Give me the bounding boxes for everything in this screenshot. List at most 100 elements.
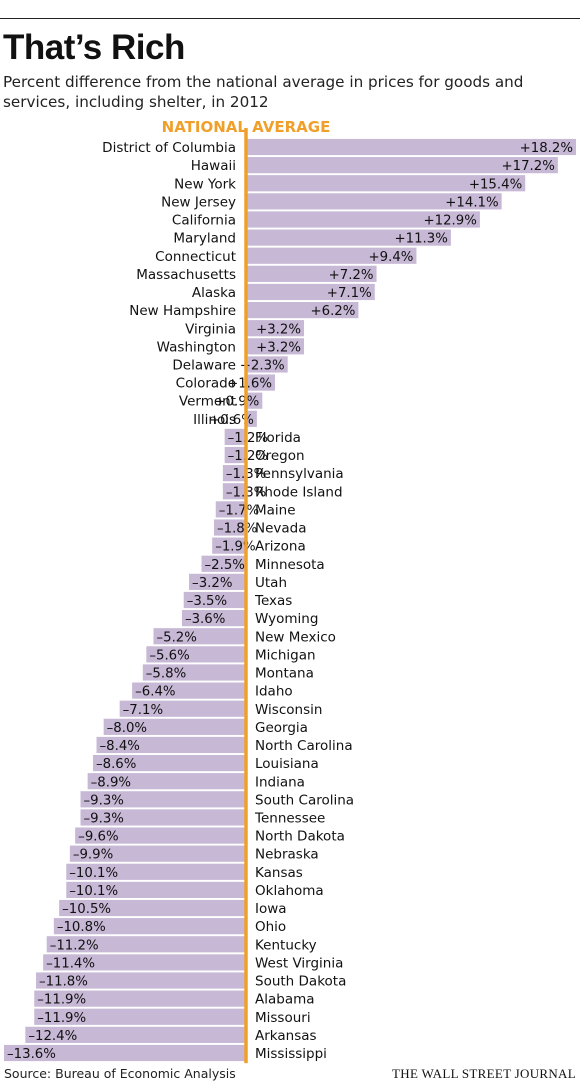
bar [246, 193, 502, 210]
value-label: –9.6% [78, 830, 118, 845]
state-label: Kentucky [255, 937, 317, 953]
bar [246, 138, 576, 156]
value-label: –1.8% [217, 522, 257, 537]
value-label: –13.6% [7, 1047, 56, 1062]
bar [246, 320, 305, 337]
bar [222, 465, 246, 482]
state-label: Minnesota [255, 557, 325, 573]
value-label: –2.5% [205, 558, 245, 573]
state-label: New York [174, 176, 236, 192]
value-label: +6.2% [310, 304, 355, 319]
value-label: –9.3% [84, 812, 124, 827]
bar [87, 773, 246, 790]
bar [222, 483, 246, 500]
bar [92, 754, 247, 772]
state-label: North Carolina [255, 738, 353, 754]
state-label: South Carolina [255, 792, 354, 808]
value-label: –3.5% [187, 594, 227, 609]
state-label: Idaho [255, 684, 293, 700]
state-label: West Virginia [255, 955, 343, 971]
state-label: Alabama [255, 992, 315, 1008]
state-label: Maryland [173, 231, 236, 247]
state-label: Missouri [255, 1010, 311, 1026]
state-label: New Mexico [255, 629, 336, 645]
value-label: –12.4% [28, 1029, 77, 1044]
bar [246, 229, 451, 246]
bar [59, 899, 246, 917]
value-label: –7.1% [123, 703, 163, 718]
value-label: –11.9% [37, 1011, 86, 1026]
bar [246, 374, 276, 391]
state-label: Oregon [255, 448, 305, 464]
bar [66, 863, 246, 880]
bar [224, 446, 246, 464]
value-label: +18.2% [520, 141, 573, 156]
value-label: –10.5% [62, 902, 111, 917]
state-label: New Jersey [161, 194, 236, 210]
state-label: Pennsylvania [255, 466, 344, 482]
bar [43, 954, 246, 971]
bar [25, 1026, 247, 1043]
bar [103, 718, 246, 735]
state-label: Kansas [255, 865, 303, 881]
source-note: Source: Bureau of Economic Analysis [4, 1066, 236, 1081]
bar [213, 519, 246, 536]
bar [96, 736, 246, 754]
state-label: Nevada [255, 521, 307, 537]
state-label: Virginia [185, 321, 236, 337]
bar [36, 972, 246, 989]
value-label: –10.1% [69, 866, 118, 881]
value-label: +12.9% [424, 214, 477, 229]
publisher-credit: THE WALL STREET JOURNAL [392, 1066, 576, 1081]
bar [246, 157, 558, 174]
bar [119, 700, 246, 717]
bar [4, 1044, 246, 1062]
value-label: +7.2% [329, 268, 374, 283]
bar [246, 247, 417, 264]
value-label: –3.2% [192, 576, 232, 591]
state-label: Louisiana [255, 756, 319, 772]
national-average-label: NATIONAL AVERAGE [162, 118, 331, 136]
bar [246, 175, 526, 192]
value-label: –9.3% [84, 793, 124, 808]
state-label: Arizona [255, 539, 306, 555]
bar [212, 537, 246, 554]
value-label: +0.9% [214, 395, 259, 410]
state-label: Maine [255, 502, 296, 518]
value-label: –8.4% [100, 739, 140, 754]
state-label: District of Columbia [102, 140, 236, 156]
value-label: –1.9% [215, 540, 255, 555]
value-label: –5.8% [146, 667, 186, 682]
state-label: Vermont [179, 394, 236, 410]
state-label: Colorado [176, 376, 236, 392]
value-label: +15.4% [469, 177, 522, 192]
value-label: –11.8% [39, 975, 88, 990]
state-label: Indiana [255, 774, 305, 790]
bar [34, 1008, 246, 1025]
value-label: –5.2% [156, 630, 196, 645]
value-label: –10.8% [57, 920, 106, 935]
state-label: Delaware [172, 358, 236, 374]
value-label: –8.9% [91, 775, 131, 790]
state-label: Florida [255, 430, 301, 446]
chart-title: That’s Rich [3, 28, 185, 67]
state-label: Arkansas [255, 1028, 317, 1044]
state-label: California [172, 213, 236, 229]
bar [142, 664, 246, 681]
bar [246, 338, 305, 355]
state-label: Utah [255, 575, 287, 591]
state-label: South Dakota [255, 974, 346, 990]
state-label: Illinois [193, 412, 236, 428]
value-label: –8.0% [107, 721, 147, 736]
bar [215, 501, 246, 518]
bar [34, 990, 246, 1007]
bar [246, 265, 377, 282]
state-label: Connecticut [155, 249, 236, 265]
value-label: –8.6% [96, 757, 136, 772]
bar [246, 356, 288, 373]
bar [246, 410, 257, 427]
bar [153, 628, 246, 645]
state-label: Texas [254, 593, 292, 609]
bar [80, 791, 246, 808]
